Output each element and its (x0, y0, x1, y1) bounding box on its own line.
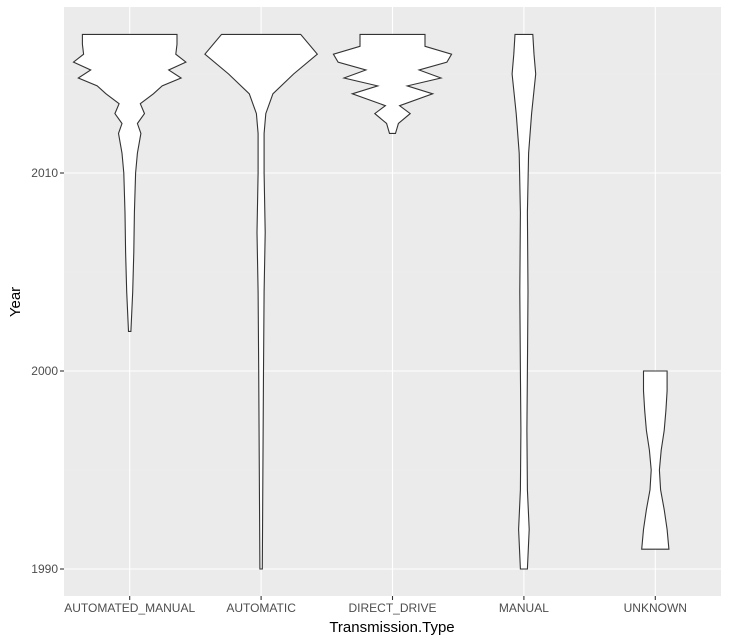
violin-automatic (204, 33, 319, 570)
violin-manual (511, 33, 537, 570)
x-tick-label: AUTOMATIC (226, 601, 296, 615)
violin-automated-manual (72, 33, 187, 332)
y-tick-label: 2000 (31, 364, 58, 378)
violin-unknown (641, 370, 670, 550)
y-tick-label: 1990 (31, 562, 58, 576)
x-tick-label: AUTOMATED_MANUAL (64, 601, 195, 615)
x-tick-label: DIRECT_DRIVE (348, 601, 436, 615)
violin-group (72, 33, 670, 570)
y-axis-title: Year (7, 287, 24, 317)
x-axis-title: Transmission.Type (329, 619, 454, 636)
violin-direct-drive (332, 33, 453, 134)
x-tick-label: UNKNOWN (624, 601, 687, 615)
y-axis: 1990 2000 2010 (31, 166, 64, 576)
x-tick-label: MANUAL (499, 601, 549, 615)
x-axis: AUTOMATED_MANUAL AUTOMATIC DIRECT_DRIVE MAN… (64, 596, 687, 615)
y-tick-label: 2010 (31, 166, 58, 180)
